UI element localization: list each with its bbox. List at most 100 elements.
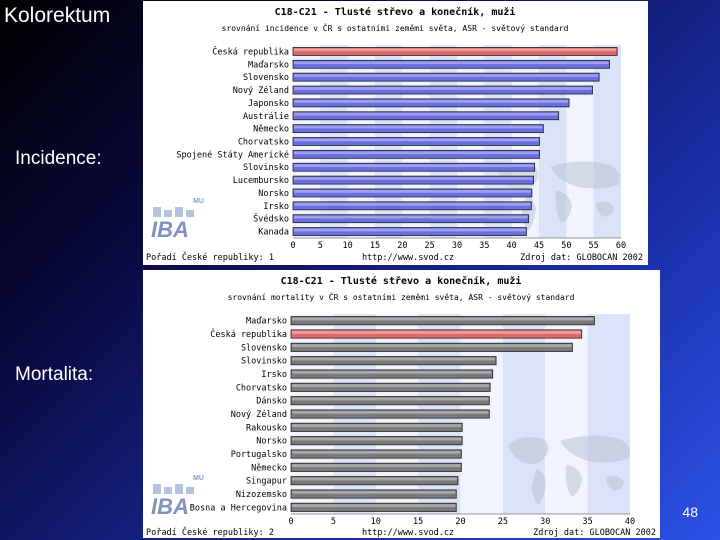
mortality-bar-shine — [292, 464, 461, 468]
mortality-category-label: Německo — [251, 463, 287, 473]
incidence-footer-url[interactable]: http://www.svod.cz — [362, 253, 454, 263]
incidence-bar — [292, 98, 570, 108]
incidence-x-tick-label: 20 — [397, 241, 407, 251]
mortality-logo-text: IBA — [151, 494, 189, 519]
incidence-bar — [292, 47, 618, 56]
incidence-category-label: Irsko — [263, 202, 289, 212]
page-number: 48 — [682, 504, 698, 520]
incidence-x-tick-label: 25 — [425, 241, 435, 251]
incidence-category-label: Slovensko — [243, 73, 289, 83]
incidence-bar-shine — [294, 74, 599, 77]
incidence-bar-shine — [294, 138, 539, 142]
incidence-category-label: Švédsko — [253, 213, 289, 225]
mortality-bar — [290, 489, 457, 499]
mortality-category-label: Irsko — [261, 370, 287, 380]
incidence-category-label: Japonsko — [248, 99, 289, 109]
mortality-bar-shine — [292, 397, 489, 401]
mortality-bar-shine — [292, 450, 461, 454]
incidence-bar-shine — [294, 151, 539, 155]
incidence-bar — [292, 111, 560, 121]
mortality-chart-subtitle: srovnání mortality v ČR s ostatními země… — [228, 291, 575, 302]
incidence-category-label: Slovinsko — [243, 163, 289, 173]
mortality-x-tick-label: 15 — [413, 517, 423, 527]
mortality-bar — [290, 502, 457, 512]
incidence-bar-shine — [294, 164, 534, 168]
mortality-x-tick-label: 20 — [455, 517, 465, 527]
incidence-bar-shine — [294, 228, 526, 232]
mortality-logo-iba-icon — [153, 484, 194, 494]
mortality-bar-shine — [292, 317, 594, 321]
mortality-bar-shine — [292, 410, 489, 414]
mortality-bar-shine — [292, 424, 462, 428]
mortality-category-label: Rakousko — [246, 423, 287, 433]
incidence-chart-title: C18-C21 - Tlusté střevo a konečník, muži — [275, 6, 516, 18]
mortality-bar-shine — [292, 437, 462, 441]
incidence-logo-text: IBA — [151, 217, 189, 242]
incidence-x-tick-label: 60 — [616, 241, 626, 251]
incidence-bar-shine — [294, 189, 531, 193]
incidence-x-tick-label: 30 — [452, 241, 462, 251]
mortality-bar-shine — [292, 330, 581, 334]
incidence-bar — [292, 137, 540, 146]
mortality-category-label: Chorvatsko — [236, 383, 287, 393]
mortality-bar — [290, 356, 497, 366]
incidence-bar-shine — [294, 99, 569, 103]
incidence-bar — [292, 201, 532, 211]
mortality-x-tick-label: 40 — [625, 517, 635, 527]
incidence-category-label: Chorvatsko — [238, 138, 289, 148]
incidence-x-tick-label: 55 — [589, 241, 599, 251]
incidence-bar — [292, 188, 533, 198]
mortality-bar-shine — [292, 504, 456, 508]
mortality-bar — [290, 382, 491, 392]
incidence-x-tick-label: 15 — [370, 241, 380, 251]
mortality-footer-url[interactable]: http://www.svod.cz — [362, 528, 454, 538]
mortality-bar — [290, 436, 463, 446]
incidence-footer-source: Zdroj dat: GLOBOCAN 2002 — [520, 253, 643, 263]
incidence-x-tick-label: 0 — [290, 241, 295, 251]
mortality-chart-title: C18-C21 - Tlusté střevo a konečník, muži — [281, 275, 522, 287]
mortality-category-label: Česká republika — [210, 328, 287, 340]
incidence-x-tick-label: 50 — [561, 241, 571, 251]
incidence-bar-shine — [294, 87, 592, 90]
mortality-category-label: Nový Zéland — [231, 409, 287, 420]
incidence-label: Incidence: — [15, 148, 102, 169]
mortality-bar — [290, 476, 459, 486]
mortality-bar — [290, 396, 490, 406]
mortality-bar — [290, 449, 462, 459]
incidence-x-tick-label: 10 — [343, 241, 353, 251]
incidence-bar — [292, 214, 530, 224]
mortality-x-tick-label: 25 — [498, 517, 508, 527]
incidence-x-tick-label: 45 — [534, 241, 544, 251]
mortality-category-label: Maďarsko — [246, 317, 287, 327]
mortality-bar — [290, 409, 490, 419]
incidence-bar — [292, 85, 593, 95]
incidence-x-tick-label: 40 — [507, 241, 517, 251]
mortality-category-label: Nizozemsko — [236, 490, 287, 500]
slide-title: Kolorektum — [4, 4, 111, 27]
mortality-bar — [290, 369, 494, 379]
incidence-bar-shine — [294, 61, 609, 65]
incidence-category-label: Německo — [253, 125, 289, 135]
mortality-bar-shine — [292, 370, 492, 374]
incidence-bar-shine — [294, 125, 543, 129]
mortality-world-map-watermark — [508, 435, 630, 505]
incidence-bar — [292, 59, 610, 69]
mortality-bar-shine — [292, 477, 457, 481]
mortality-x-tick-label: 10 — [371, 517, 381, 527]
mortality-bar-shine — [292, 344, 572, 348]
incidence-bar — [292, 149, 540, 159]
incidence-category-label: Spojené Státy Americké — [176, 149, 289, 160]
mortality-x-tick-label: 5 — [331, 517, 336, 527]
incidence-bar — [292, 72, 600, 82]
mortality-bar — [290, 462, 462, 472]
mortality-bar-shine — [292, 384, 490, 388]
mortality-category-label: Portugalsko — [231, 450, 287, 460]
incidence-bar — [292, 162, 536, 172]
mortality-bar — [290, 342, 573, 352]
incidence-bar — [292, 227, 527, 236]
mortality-category-label: Slovensko — [241, 343, 287, 353]
mortality-category-label: Norsko — [256, 437, 287, 447]
incidence-category-label: Maďarsko — [248, 60, 289, 70]
incidence-category-label: Austrálie — [243, 112, 289, 122]
mortality-category-label: Singapur — [246, 477, 287, 487]
